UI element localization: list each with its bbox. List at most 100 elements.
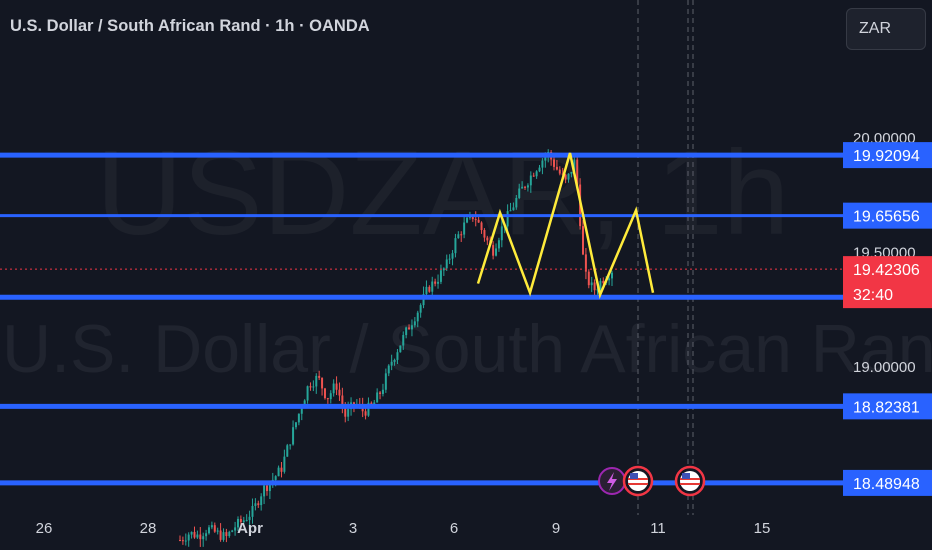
candle-body [323, 388, 326, 399]
candle-body [611, 272, 613, 279]
candle-body [254, 503, 257, 506]
level-price-label [843, 393, 932, 420]
candle-body [277, 467, 280, 477]
lightning-icon[interactable] [598, 467, 626, 495]
candle-body [590, 282, 593, 286]
candle-body [245, 520, 248, 522]
candle-body [402, 335, 405, 346]
candle-body [439, 270, 442, 282]
candle-body [410, 325, 413, 330]
candle-body [419, 305, 422, 313]
candle-body [321, 377, 324, 389]
candle-body [457, 234, 460, 239]
candle-body [239, 518, 242, 523]
candle-body [541, 160, 544, 168]
candle-body [434, 281, 437, 284]
w-pattern-line[interactable] [476, 152, 655, 300]
candle-body [570, 171, 573, 174]
candle-body [408, 327, 411, 330]
level-price-value: 18.82381 [853, 399, 920, 416]
candle-body [184, 540, 187, 542]
candle-body [306, 386, 309, 401]
candle-body [338, 389, 341, 396]
candle-body [529, 175, 532, 186]
candle-body [222, 532, 225, 540]
candle-body [228, 531, 231, 537]
candle-body [260, 496, 263, 506]
candle-body [608, 278, 611, 281]
candle-body [387, 365, 390, 374]
candle-body [445, 259, 448, 269]
candle-body [205, 533, 208, 537]
candle-body [216, 530, 219, 532]
candle-body [234, 527, 237, 531]
candle-body [416, 312, 419, 322]
candle-body [399, 345, 402, 353]
candle-body [335, 383, 338, 390]
candle-body [367, 402, 370, 416]
candle-body [599, 280, 602, 290]
candle-body [326, 398, 329, 400]
x-tick-label: 6 [450, 520, 458, 537]
candle-body [463, 222, 466, 235]
candle-body [460, 234, 463, 236]
candle-body [219, 530, 222, 540]
candle-body [593, 282, 596, 291]
x-tick-label: Apr [237, 520, 263, 537]
watermark: USDZAR, 1h U.S. Dollar / South African R… [2, 126, 932, 387]
candle-body [242, 520, 245, 523]
candle-body [442, 268, 445, 271]
candle-body [373, 402, 376, 405]
level-price-label [843, 469, 932, 496]
candle-body [280, 467, 283, 472]
candle-body [396, 352, 399, 360]
candle-body [596, 289, 599, 291]
candle-body [390, 361, 393, 366]
currency-label: ZAR [859, 20, 891, 37]
candle-body [477, 219, 480, 223]
candle-body [466, 217, 469, 223]
currency-selector[interactable]: ZAR [846, 8, 926, 50]
candle-body [532, 175, 535, 177]
candle-body [587, 271, 590, 286]
candle-body [263, 485, 266, 497]
countdown-timer: 32:40 [853, 287, 893, 304]
candle-body [202, 536, 205, 540]
candle-body [431, 281, 434, 292]
candle-body [225, 532, 228, 537]
candle-body [265, 485, 268, 492]
candle-body [448, 258, 451, 260]
candle-body [286, 445, 289, 457]
us-flag-icon[interactable] [674, 465, 706, 497]
candle-body [251, 505, 254, 517]
x-tick-label: 9 [552, 520, 560, 537]
watermark-symbol: USDZAR, 1h [96, 126, 790, 260]
candle-body [582, 226, 585, 255]
candle-body [451, 253, 454, 259]
candles [179, 149, 613, 547]
candle-body [544, 156, 547, 161]
x-tick-label: 3 [349, 520, 357, 537]
candle-body [190, 531, 193, 535]
candle-body [268, 483, 271, 492]
candle-body [497, 240, 500, 249]
candle-body [576, 159, 579, 185]
candle-body [437, 281, 440, 284]
candle-body [524, 186, 527, 188]
candle-body [538, 167, 541, 172]
candle-body [567, 173, 570, 180]
event-markers[interactable] [598, 465, 706, 497]
candle-body [486, 237, 489, 241]
candle-body [236, 518, 239, 528]
x-tick-label: 11 [650, 520, 666, 537]
price-labels: 19.92094 19.65656 19.42306 32:40 18.82381 18.… [843, 142, 932, 496]
current-price-value: 19.42306 [853, 262, 920, 279]
candle-body [506, 211, 509, 227]
candle-body [454, 238, 457, 254]
us-flag-icon[interactable] [622, 465, 654, 497]
candle-body [553, 159, 556, 167]
candle-body [329, 393, 332, 400]
watermark-description: U.S. Dollar / South African Rand [2, 311, 932, 387]
candle-body [384, 373, 387, 390]
